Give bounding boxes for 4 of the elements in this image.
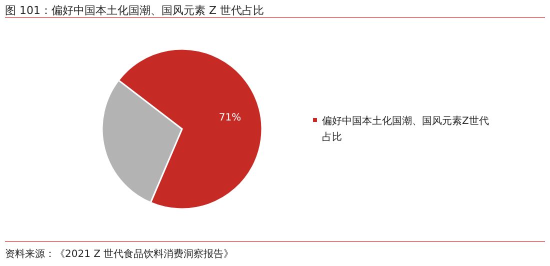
data-label: 71% <box>218 112 242 124</box>
chart-title: 图 101：偏好中国本土化国潮、国风元素 Z 世代占比 <box>5 4 264 17</box>
text: 资料来源：《2021 Z 世代食品饮料消费洞察报告》 <box>5 248 234 260</box>
legend-label: 偏好中国本土化国潮、国风元素Z世代占比 <box>322 115 489 143</box>
